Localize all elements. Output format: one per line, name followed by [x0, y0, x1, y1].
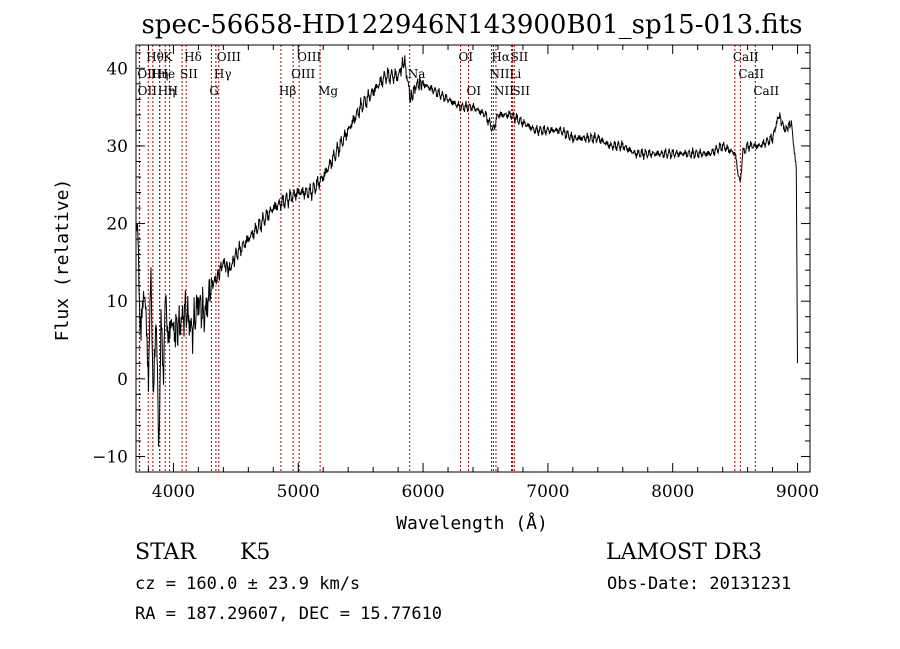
- x-axis-ticks: 4000 5000 6000 7000 8000 9000: [147, 45, 819, 502]
- line-label-15: OIII: [291, 67, 315, 81]
- object-class: STAR: [135, 540, 197, 565]
- line-label-12: G: [209, 84, 219, 98]
- line-label-26: CaII: [733, 50, 759, 64]
- y-tick-label-1: 0: [117, 370, 128, 390]
- line-label-1: OII: [137, 67, 157, 81]
- y-tick-label-0: −10: [92, 447, 128, 467]
- y-axis-label: Flux (relative): [52, 179, 73, 342]
- line-label-21: NII: [489, 67, 509, 81]
- x-tick-label-0: 4000: [152, 482, 195, 502]
- line-label-25: SII: [512, 84, 530, 98]
- object-subclass: K5: [240, 540, 270, 565]
- coordinates: RA = 187.29607, DEC = 15.77610: [135, 604, 442, 624]
- spectral-line-markers: [138, 45, 756, 472]
- redshift-cz: cz = 160.0 ± 23.9 km/s: [135, 574, 360, 594]
- line-label-11: Hγ: [214, 67, 232, 81]
- y-tick-label-2: 10: [106, 292, 128, 312]
- line-label-22: NII: [494, 84, 514, 98]
- observation-date: Obs-Date: 20131231: [607, 574, 791, 594]
- line-label-20: Hα: [491, 50, 510, 64]
- line-label-27: CaII: [738, 67, 764, 81]
- y-tick-label-5: 40: [106, 59, 128, 79]
- line-label-9: Hδ: [184, 50, 202, 64]
- y-tick-label-3: 20: [106, 215, 128, 235]
- line-label-17: Na: [408, 67, 426, 81]
- line-label-4: He: [158, 67, 176, 81]
- line-label-13: Hβ: [279, 84, 296, 98]
- line-label-10: OIII: [217, 50, 241, 64]
- y-tick-label-4: 30: [106, 137, 128, 157]
- line-label-19: OI: [467, 84, 482, 98]
- survey-name: LAMOST DR3: [606, 540, 762, 565]
- x-tick-label-3: 7000: [526, 482, 569, 502]
- x-tick-label-2: 6000: [401, 482, 444, 502]
- line-label-7: H: [168, 84, 178, 98]
- line-label-24: Li: [509, 67, 521, 81]
- line-label-23: SII: [511, 50, 529, 64]
- line-label-3: Hη: [151, 67, 169, 81]
- line-label-18: OI: [459, 50, 474, 64]
- chart-title: spec-56658-HD122946N143900B01_sp15-013.f…: [141, 10, 802, 40]
- x-tick-label-1: 5000: [277, 482, 320, 502]
- x-tick-label-5: 9000: [776, 482, 819, 502]
- line-label-28: CaII: [753, 84, 779, 98]
- line-label-6: K: [163, 50, 173, 64]
- line-label-16: Mg: [318, 84, 338, 98]
- spectrum-series-line: [135, 55, 798, 447]
- line-label-8: SII: [180, 67, 198, 81]
- line-label-14: OIII: [297, 50, 321, 64]
- line-label-0: Hθ: [146, 50, 164, 64]
- y-axis-ticks: −10 0 10 20 30 40: [92, 52, 810, 467]
- x-tick-label-4: 8000: [651, 482, 694, 502]
- line-label-5: Hη: [158, 84, 176, 98]
- line-label-2: OII: [138, 84, 158, 98]
- x-axis-label: Wavelength (Å): [396, 512, 548, 534]
